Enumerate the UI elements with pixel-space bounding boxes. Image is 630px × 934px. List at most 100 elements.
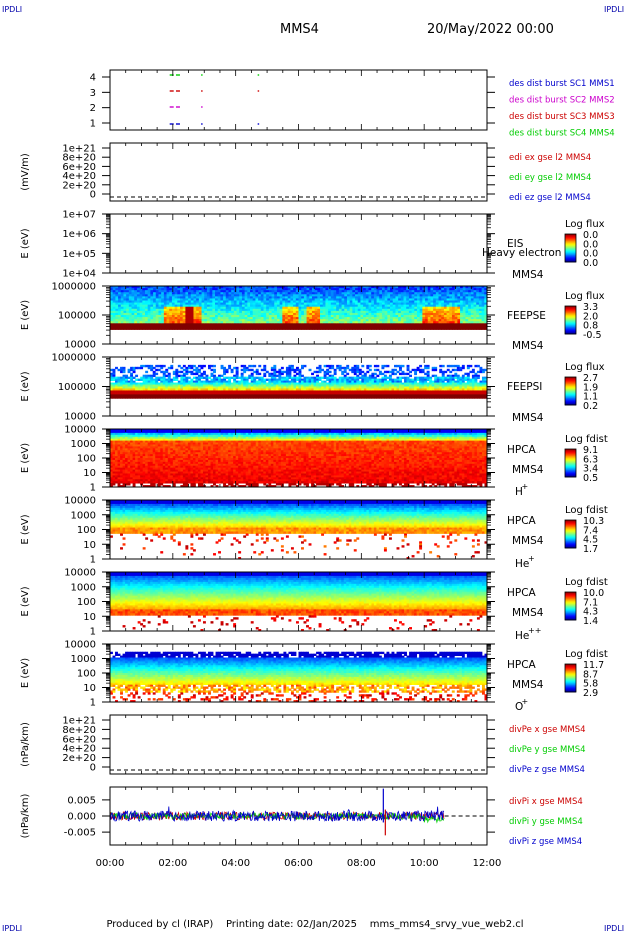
heatmap-cell <box>118 290 122 293</box>
heatmap-cell <box>454 312 458 316</box>
heatmap-cell <box>403 294 407 297</box>
heatmap-cell <box>457 308 461 312</box>
heatmap-cell <box>441 302 445 306</box>
heatmap-cell <box>128 288 132 291</box>
heatmap-cell <box>293 380 297 383</box>
heatmap-cell <box>110 304 114 308</box>
heatmap-cell <box>365 308 369 312</box>
heatmap-cell <box>383 364 387 368</box>
heatmap-cell <box>383 390 387 393</box>
heatmap-cell <box>195 396 199 399</box>
heatmap-cell <box>209 306 213 310</box>
heatmap-cell <box>171 308 176 312</box>
heatmap-cell <box>139 325 143 328</box>
heatmap-cell <box>328 290 332 293</box>
heatmap-cell <box>368 298 372 301</box>
heatmap-cell <box>351 392 355 395</box>
heatmap-cell <box>265 390 269 393</box>
heatmap-cell <box>298 394 302 397</box>
heatmap-cell <box>252 290 256 293</box>
heatmap-cell <box>330 315 334 318</box>
heatmap-cell <box>112 396 116 399</box>
heatmap-cell <box>274 327 278 330</box>
heatmap-cell <box>353 390 357 393</box>
heatmap-cell <box>220 325 224 328</box>
heatmap-cell <box>481 321 485 324</box>
heatmap-cell <box>348 396 352 399</box>
heatmap-cell <box>462 327 466 330</box>
heatmap-cell <box>270 390 274 393</box>
heatmap-cell <box>137 394 141 397</box>
heatmap-cell <box>185 396 189 399</box>
heatmap-cell <box>454 327 458 330</box>
heatmap-cell <box>276 323 281 326</box>
heatmap-cell <box>349 325 353 328</box>
heatmap-cell <box>134 292 138 295</box>
heatmap-cell <box>217 308 221 312</box>
heatmap-cell <box>356 368 360 372</box>
heatmap-cell <box>338 390 342 393</box>
heatmap-cell <box>353 380 357 383</box>
heatmap-cell <box>136 288 141 291</box>
heatmap-cell <box>363 310 367 314</box>
heatmap-cell <box>145 292 149 295</box>
heatmap-cell <box>414 319 418 322</box>
heatmap-cell <box>130 396 134 399</box>
heatmap-cell <box>395 302 399 306</box>
heatmap-cell <box>352 288 356 291</box>
heatmap-cell <box>457 312 461 316</box>
heatmap-cell <box>470 319 474 322</box>
heatmap-cell <box>400 317 404 320</box>
heatmap-cell <box>115 386 118 389</box>
heatmap-cell <box>398 315 402 318</box>
heatmap-cell <box>468 300 472 303</box>
heatmap-cell <box>231 315 235 318</box>
heatmap-cell <box>228 323 232 326</box>
heatmap-cell <box>270 378 274 381</box>
heatmap-cell <box>175 376 179 380</box>
heatmap-cell <box>363 388 367 391</box>
heatmap-cell <box>378 378 382 381</box>
heatmap-cell <box>349 294 353 297</box>
heatmap-cell <box>351 378 355 381</box>
heatmap-cell <box>379 315 383 318</box>
heatmap-cell <box>172 370 176 374</box>
heatmap-cell <box>206 300 211 303</box>
heatmap-cell <box>411 302 415 306</box>
heatmap-cell <box>205 392 209 395</box>
heatmap-cell <box>363 286 367 289</box>
heatmap-cell <box>285 321 289 324</box>
heatmap-cell <box>363 321 367 324</box>
heatmap-cell <box>112 304 116 308</box>
heatmap-cell <box>414 296 418 299</box>
heatmap-cell <box>422 321 426 324</box>
heatmap-cell <box>170 392 174 395</box>
heatmap-cell <box>403 317 407 320</box>
heatmap-cell <box>238 376 242 380</box>
heatmap-cell <box>446 304 450 308</box>
heatmap-cell <box>288 368 292 372</box>
heatmap-cell <box>215 298 219 301</box>
heatmap-cell <box>260 382 264 385</box>
heatmap-cell <box>293 384 297 387</box>
heatmap-cell <box>317 288 321 291</box>
heatmap-cell <box>390 306 394 310</box>
heatmap-cell <box>441 300 445 303</box>
heatmap-cell <box>142 308 146 312</box>
heatmap-cell <box>139 294 143 297</box>
heatmap-cell <box>293 386 297 389</box>
heatmap-cell <box>320 327 324 330</box>
heatmap-cell <box>231 321 235 324</box>
heatmap-cell <box>225 317 229 320</box>
heatmap-cell <box>153 292 157 295</box>
heatmap-cell <box>460 304 464 308</box>
heatmap-cell <box>460 317 464 320</box>
heatmap-cell <box>270 396 274 399</box>
heatmap-cell <box>341 292 345 295</box>
heatmap-cell <box>268 302 272 306</box>
heatmap-cell <box>187 392 191 395</box>
heatmap-cell <box>218 376 221 380</box>
heatmap-cell <box>325 312 329 316</box>
heatmap-cell <box>220 319 224 322</box>
heatmap-cell <box>484 292 488 295</box>
